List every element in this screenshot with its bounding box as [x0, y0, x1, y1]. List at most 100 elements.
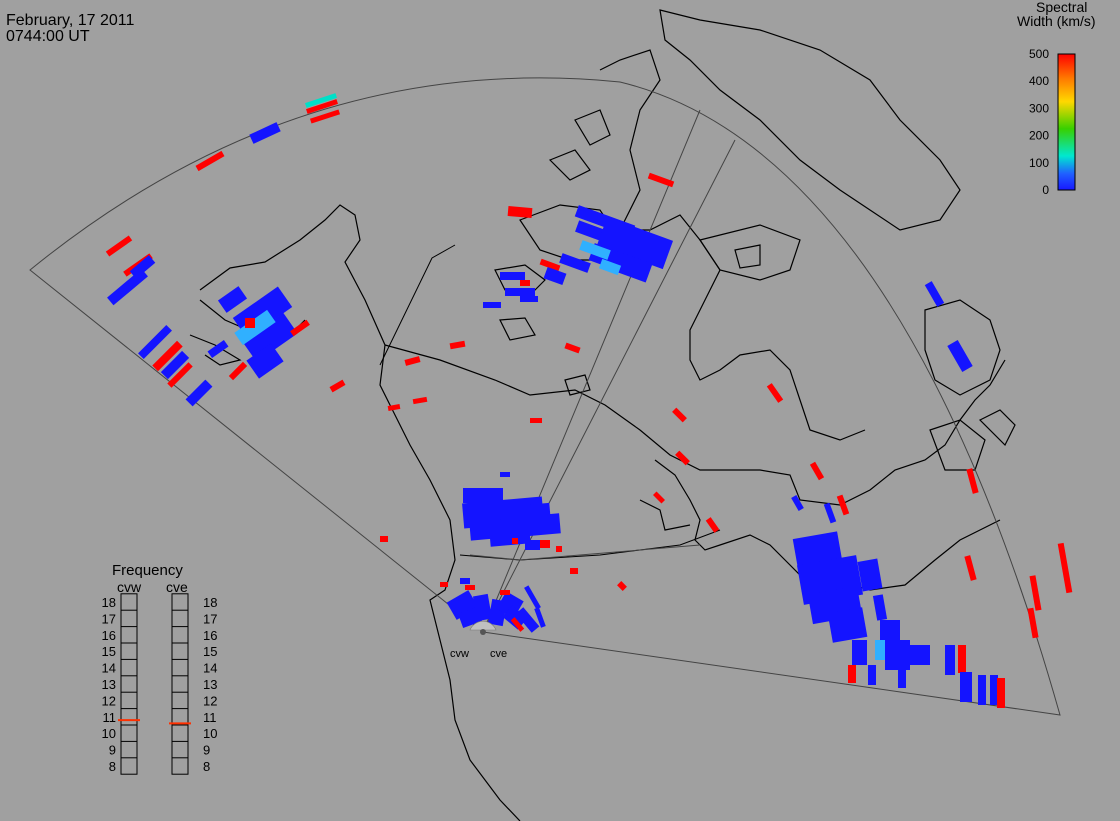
- frequency-col-cvw: cvw: [117, 579, 142, 595]
- echo-cell: [705, 517, 720, 533]
- echo-cell: [519, 513, 561, 537]
- frequency-tick-label: 12: [102, 693, 116, 708]
- coastlines: [189, 9, 1016, 821]
- frequency-box: [171, 593, 189, 775]
- echo-cell: [792, 531, 843, 569]
- echo-cell: [510, 617, 525, 632]
- echo-cell: [207, 339, 229, 359]
- echo-cell: [559, 253, 591, 273]
- echo-cell: [556, 546, 562, 552]
- echo-cell: [500, 272, 525, 280]
- echo-cell: [848, 665, 856, 683]
- echo-cell: [617, 581, 627, 591]
- field-of-view-outline: [29, 77, 1061, 716]
- frequency-tick-label: 8: [203, 759, 210, 774]
- echo-cell: [836, 494, 850, 516]
- radar-label-cvw: cvw: [450, 648, 469, 660]
- frequency-tick-label: 14: [102, 661, 116, 676]
- echo-cell: [997, 678, 1005, 708]
- echo-cell: [570, 568, 578, 574]
- echo-cell: [505, 288, 535, 296]
- echo-cell: [472, 593, 493, 622]
- frequency-tick-label: 9: [109, 743, 116, 758]
- echo-cell: [945, 645, 955, 675]
- echo-cell: [579, 240, 611, 260]
- echo-cell: [507, 205, 533, 219]
- colorbar-tick-label: 300: [1029, 101, 1049, 115]
- echo-cell: [827, 607, 868, 643]
- echo-cell: [160, 350, 190, 380]
- colorbar: Spectral Width (km/s) 500 400 300 200 100 0: [1017, 0, 1096, 197]
- echo-cell: [530, 418, 542, 423]
- echo-cell: [675, 450, 690, 466]
- echo-cell: [598, 258, 622, 276]
- echo-cell: [185, 379, 213, 407]
- frequency-tick-label: 10: [102, 726, 116, 741]
- echo-cell: [195, 150, 225, 172]
- time-label: 0744:00 UT: [6, 28, 90, 45]
- frequency-tick-label: 11: [103, 710, 117, 725]
- echo-cell: [502, 605, 528, 630]
- echo-cell: [809, 461, 825, 481]
- echo-cell: [924, 281, 945, 307]
- echo-cell: [791, 495, 804, 511]
- echo-cell: [617, 253, 653, 283]
- echo-cell: [463, 488, 503, 503]
- echo-cell: [534, 607, 546, 628]
- frequency-panel: Frequency cvw cve 1817161514131211109818…: [102, 562, 217, 775]
- echo-cell: [596, 216, 674, 270]
- echo-cell: [540, 540, 550, 548]
- frequency-tick-label: 9: [203, 743, 210, 758]
- echo-cell: [306, 99, 338, 114]
- echo-cell: [1057, 542, 1073, 594]
- echo-cell: [960, 672, 972, 702]
- echo-cell: [966, 468, 979, 494]
- frequency-tick-label: 13: [102, 677, 116, 692]
- echo-cell: [309, 109, 341, 124]
- echo-cell: [138, 325, 172, 359]
- echo-cell: [460, 578, 470, 584]
- echo-cell: [107, 268, 148, 306]
- colorbar-tick-label: 200: [1029, 129, 1049, 143]
- echo-cell: [446, 590, 479, 620]
- echo-cell: [857, 558, 883, 592]
- frequency-tick-label: 17: [102, 611, 116, 626]
- frequency-tick-label: 15: [203, 644, 217, 659]
- frequency-tick-label: 18: [102, 595, 116, 610]
- echo-cell: [900, 645, 930, 665]
- echo-cell: [652, 491, 666, 504]
- colorbar-tick-label: 400: [1029, 74, 1049, 88]
- echo-cell: [500, 472, 510, 477]
- echo-cell: [380, 536, 388, 542]
- echo-cell: [672, 407, 687, 423]
- date-label: February, 17 2011: [6, 12, 134, 29]
- frequency-tick-label: 15: [102, 644, 116, 659]
- frequency-tick-label: 13: [203, 677, 217, 692]
- frequency-tick-label: 12: [203, 693, 217, 708]
- radar-sites: [469, 620, 497, 635]
- echo-cell: [465, 585, 475, 590]
- echo-cell: [868, 665, 876, 685]
- echo-cell: [449, 340, 466, 350]
- colorbar-tick-label: 0: [1042, 183, 1049, 197]
- echo-cell: [249, 122, 281, 144]
- echo-cell: [1027, 607, 1039, 639]
- echo-cell: [246, 343, 284, 379]
- echo-cell: [872, 594, 888, 621]
- echo-cell: [964, 555, 977, 581]
- echo-cells: [105, 93, 1073, 708]
- echo-cell: [483, 302, 501, 308]
- echo-cell: [852, 640, 867, 665]
- colorbar-title-line2: Width (km/s): [1017, 13, 1096, 29]
- colorbar-title-line1: Spectral: [1036, 0, 1087, 15]
- echo-cell: [404, 356, 421, 366]
- frequency-tick-label: 16: [102, 628, 116, 643]
- frequency-tick-label: 11: [203, 710, 217, 725]
- echo-cell: [647, 172, 675, 188]
- echo-cell: [412, 396, 428, 405]
- frequency-tick-label: 8: [109, 759, 116, 774]
- echo-cell: [489, 528, 531, 547]
- echo-cell: [290, 319, 310, 337]
- echo-cell: [217, 286, 248, 313]
